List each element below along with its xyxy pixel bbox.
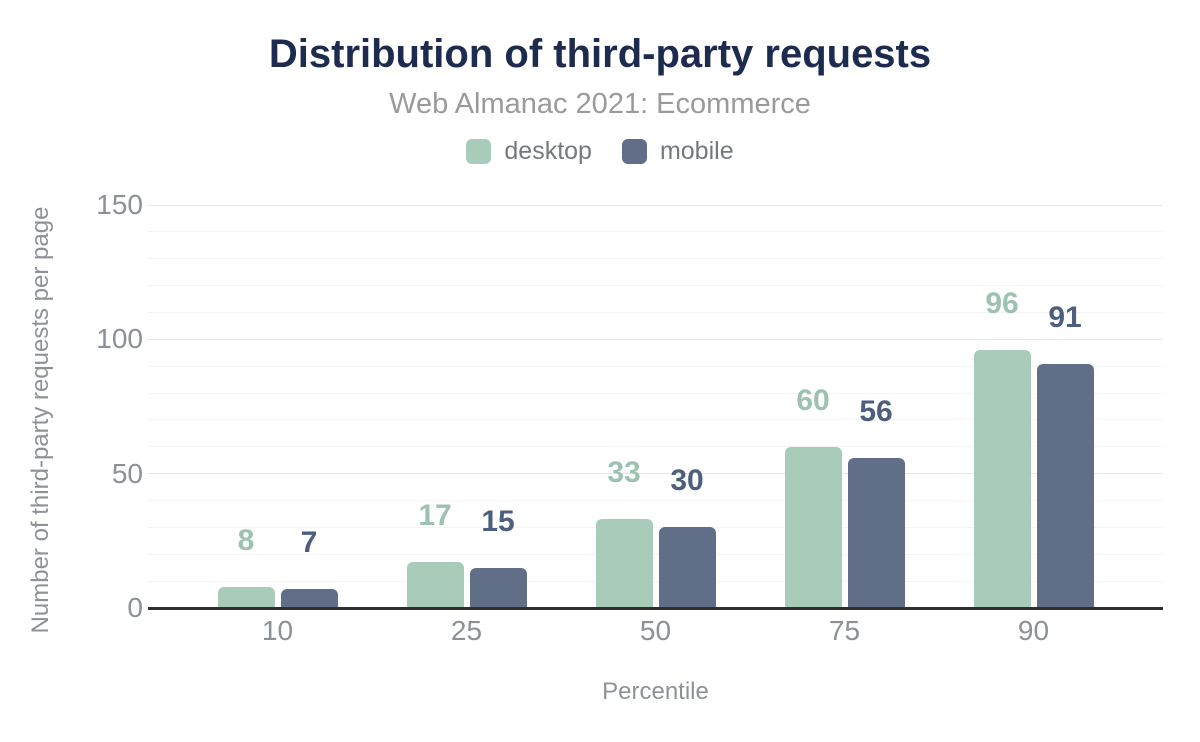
data-label-mobile-p90: 91 <box>1048 300 1082 334</box>
gridline-minor-110 <box>148 311 1163 313</box>
gridline-minor-10 <box>148 580 1163 582</box>
bar-desktop-p50 <box>595 519 653 608</box>
legend-item-desktop: desktop <box>466 139 592 164</box>
gridline-minor-60 <box>148 446 1163 448</box>
x-tick-25: 25 <box>450 615 483 646</box>
gridline-minor-30 <box>148 526 1163 528</box>
legend-swatch-desktop <box>466 139 492 164</box>
bar-desktop-p90 <box>973 350 1031 608</box>
bar-mobile-p25 <box>469 567 527 608</box>
legend-label-mobile: mobile <box>659 137 734 165</box>
legend-label-desktop: desktop <box>504 137 592 165</box>
y-axis-ticks: 0 50 100 150 <box>0 0 143 742</box>
data-label-desktop-p10: 8 <box>237 523 255 557</box>
bar-desktop-p75 <box>784 446 842 608</box>
bar-mobile-p90 <box>1036 363 1094 608</box>
gridline-major-100 <box>148 338 1163 340</box>
data-label-mobile-p25: 15 <box>481 504 515 538</box>
y-tick-150: 150 <box>96 189 143 220</box>
chart-subtitle: Web Almanac 2021: Ecommerce <box>389 88 811 120</box>
data-label-mobile-p75: 56 <box>859 394 893 428</box>
y-tick-50: 50 <box>111 457 143 489</box>
legend-swatch-mobile <box>621 139 647 164</box>
plot-area: 8 7 17 15 33 30 60 56 96 91 <box>148 204 1163 608</box>
x-axis-title: Percentile <box>602 678 709 705</box>
bar-mobile-p75 <box>847 457 905 608</box>
y-tick-100: 100 <box>96 323 143 355</box>
bar-desktop-p25 <box>406 562 464 608</box>
gridline-minor-90 <box>148 365 1163 367</box>
y-tick-0: 0 <box>127 592 143 623</box>
bar-desktop-p10 <box>217 586 275 608</box>
data-label-desktop-p75: 60 <box>796 383 830 417</box>
legend-item-mobile: mobile <box>621 137 734 165</box>
gridline-minor-40 <box>148 500 1163 502</box>
x-tick-10: 10 <box>261 615 294 646</box>
data-label-desktop-p90: 96 <box>985 287 1019 321</box>
gridline-minor-70 <box>148 419 1163 421</box>
x-tick-50: 50 <box>639 615 672 646</box>
gridline-minor-140 <box>148 231 1163 233</box>
chart-title: Distribution of third-party requests <box>268 32 932 76</box>
gridline-major-150 <box>148 204 1163 206</box>
gridline-minor-120 <box>148 285 1163 287</box>
x-axis-line <box>148 607 1163 610</box>
bar-mobile-p50 <box>658 527 716 608</box>
x-tick-90: 90 <box>1017 615 1050 646</box>
data-label-mobile-p50: 30 <box>670 464 704 498</box>
gridline-minor-20 <box>148 553 1163 555</box>
bar-mobile-p10 <box>280 589 338 608</box>
data-label-mobile-p10: 7 <box>300 526 318 560</box>
data-label-desktop-p50: 33 <box>607 456 641 490</box>
legend: desktop mobile <box>0 139 1200 164</box>
gridline-minor-130 <box>148 258 1163 260</box>
gridline-minor-80 <box>148 392 1163 394</box>
data-label-desktop-p25: 17 <box>418 499 452 533</box>
x-tick-75: 75 <box>828 615 861 646</box>
gridline-major-50 <box>148 473 1163 475</box>
